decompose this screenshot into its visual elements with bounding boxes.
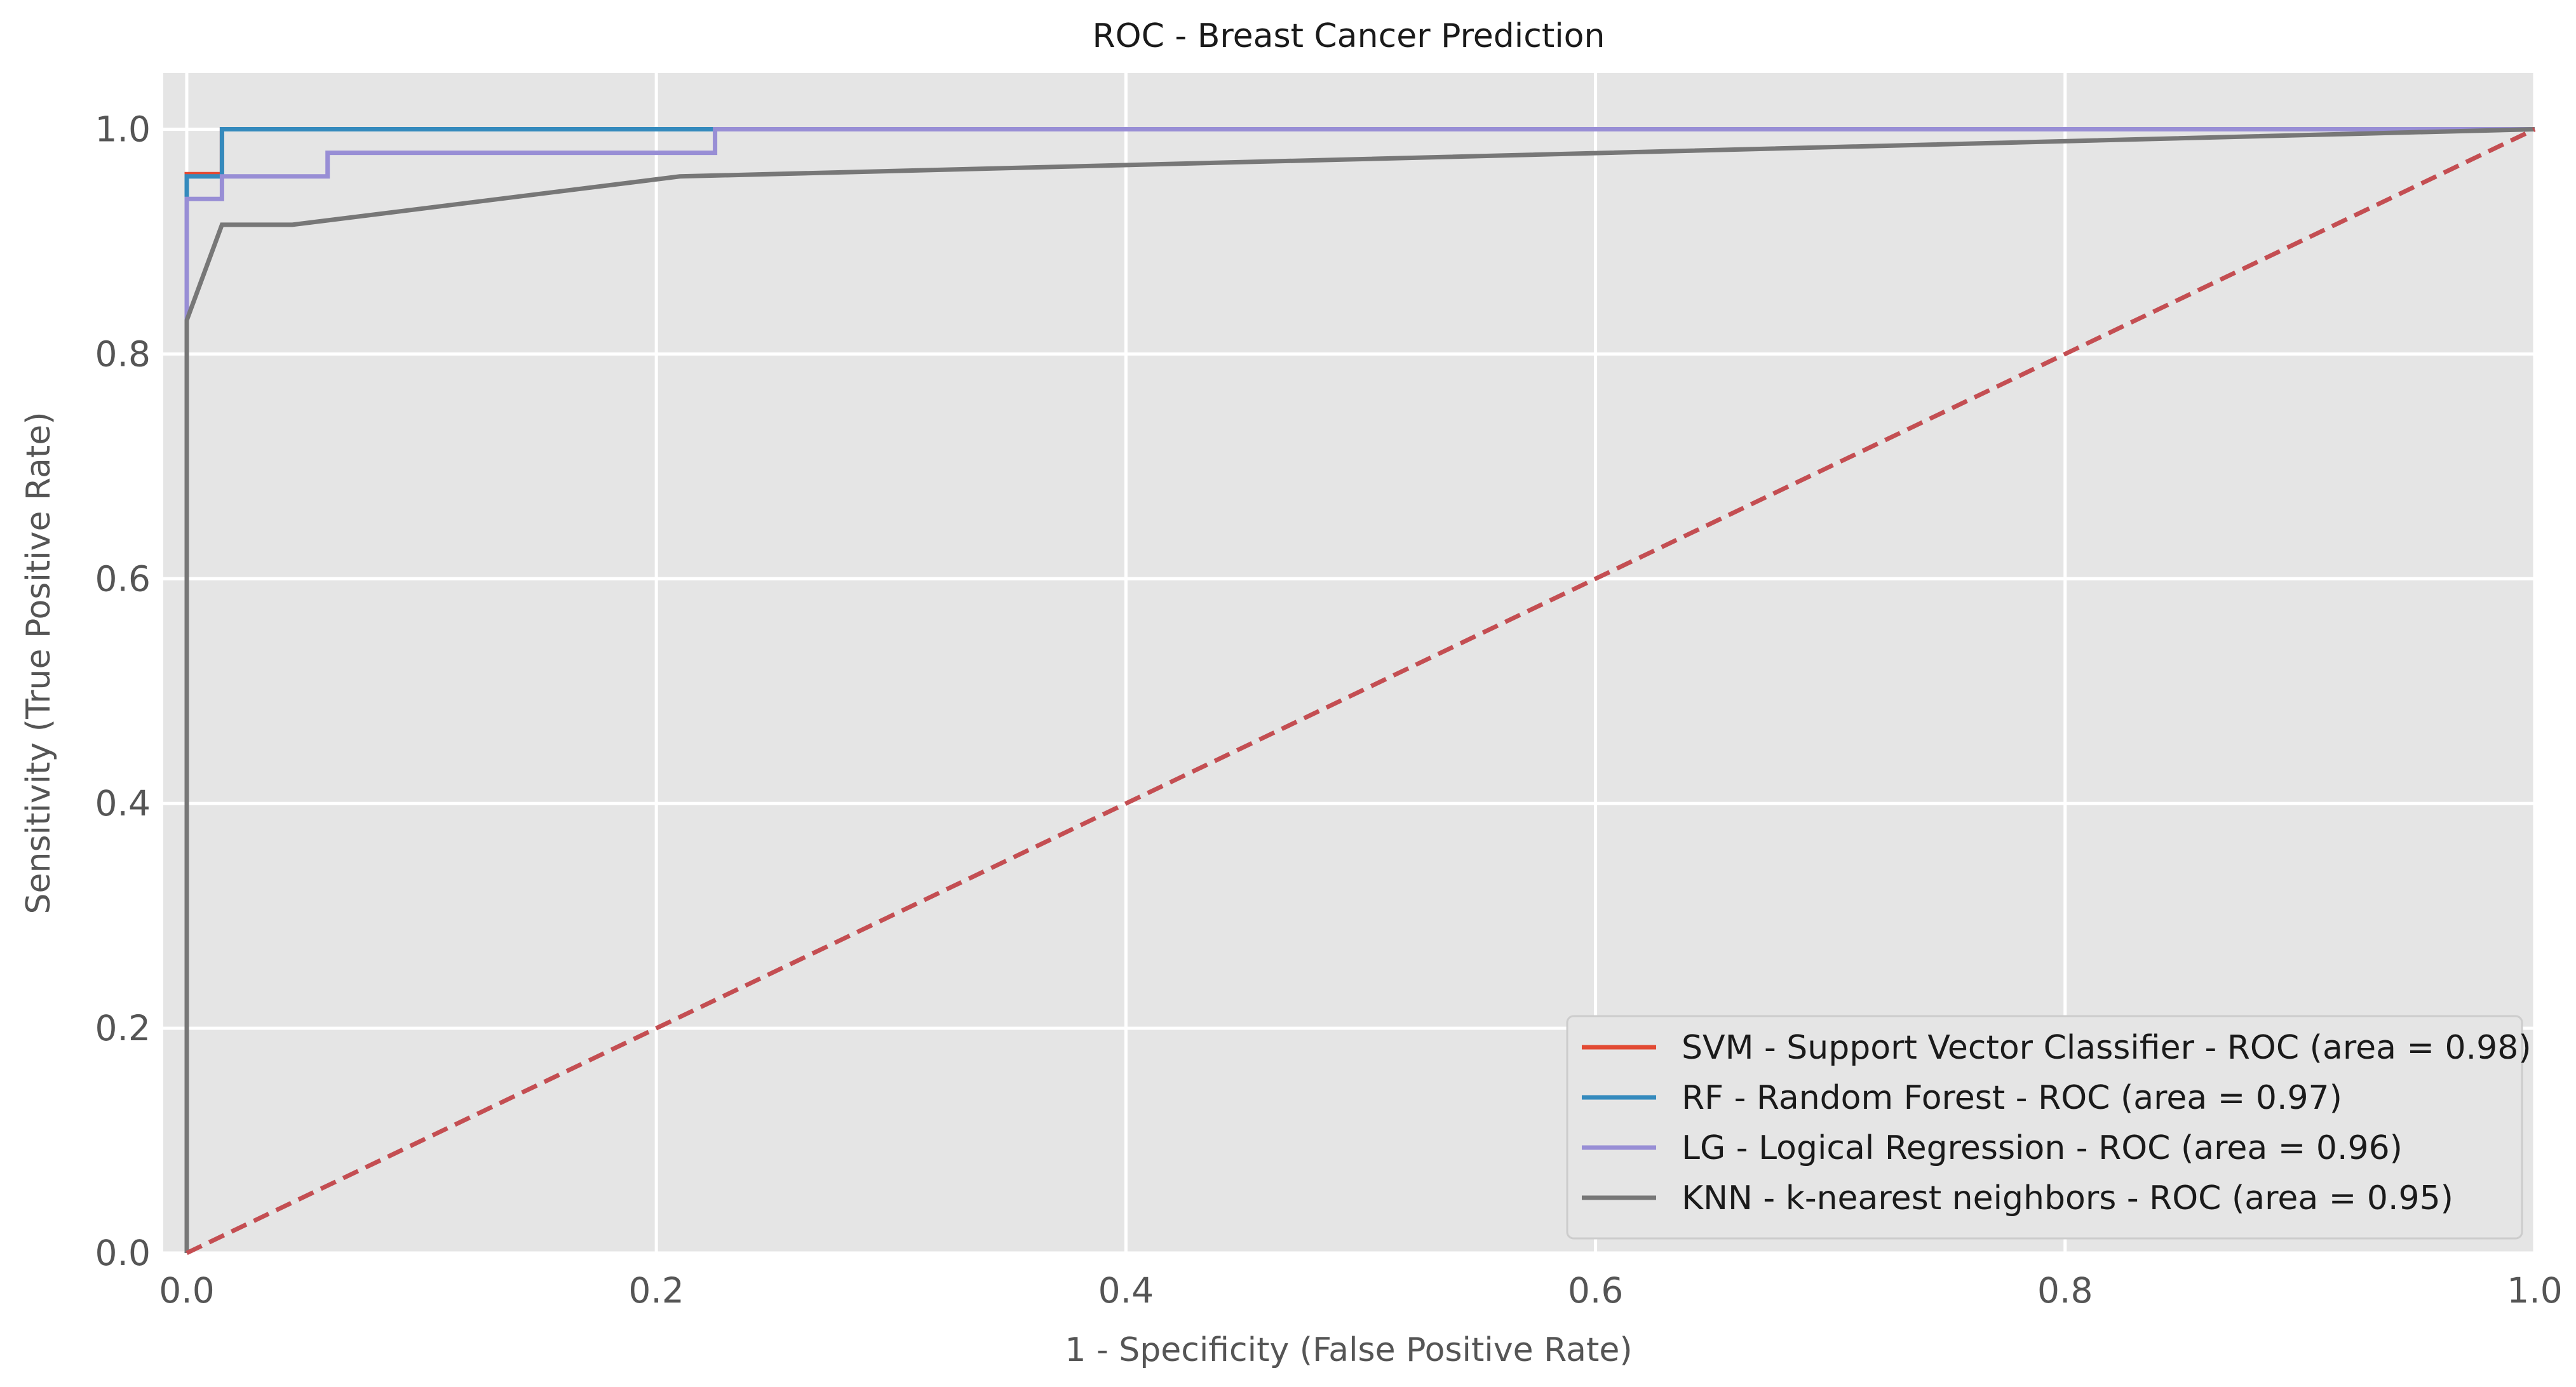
- y-tick-label: 1.0: [95, 109, 151, 149]
- chance-diagonal-line: [185, 127, 2536, 1256]
- roc-line-lg: [184, 127, 2535, 321]
- legend-label-lg: LG - Logical Regression - ROC (area = 0.…: [1682, 1129, 2403, 1167]
- x-tick-label: 0.8: [2037, 1270, 2093, 1311]
- grid-lines: [163, 73, 2537, 1255]
- chart-title: ROC - Breast Cancer Prediction: [1093, 17, 1605, 55]
- y-axis-label: Sensitivity (True Positive Rate): [20, 412, 58, 914]
- tick-labels: 0.0 0.2 0.4 0.6 0.8 1.0 0.0 0.2 0.4 0.6 0.8 1.0: [95, 109, 2563, 1311]
- y-tick-label: 0.6: [95, 558, 151, 599]
- x-tick-label: 0.2: [628, 1270, 684, 1311]
- y-tick-label: 0.2: [95, 1008, 151, 1049]
- x-tick-label: 1.0: [2507, 1270, 2562, 1311]
- x-tick-label: 0.0: [159, 1270, 214, 1311]
- legend-box: [1566, 1015, 2523, 1240]
- x-tick-label: 0.6: [1568, 1270, 1623, 1311]
- series-lines: [184, 127, 2536, 1256]
- y-tick-label: 0.0: [95, 1233, 151, 1273]
- x-axis-label: 1 - Specificity (False Positive Rate): [1065, 1331, 1632, 1369]
- legend: SVM - Support Vector Classifier - ROC (a…: [1566, 1015, 2532, 1240]
- legend-label-svm: SVM - Support Vector Classifier - ROC (a…: [1682, 1029, 2532, 1067]
- legend-label-knn: KNN - k-nearest neighbors - ROC (area = …: [1682, 1179, 2453, 1217]
- x-tick-label: 0.4: [1098, 1270, 1154, 1311]
- legend-label-rf: RF - Random Forest - ROC (area = 0.97): [1682, 1079, 2342, 1117]
- y-tick-label: 0.8: [95, 333, 151, 374]
- y-tick-label: 0.4: [95, 783, 151, 824]
- roc-line-knn: [184, 127, 2535, 1253]
